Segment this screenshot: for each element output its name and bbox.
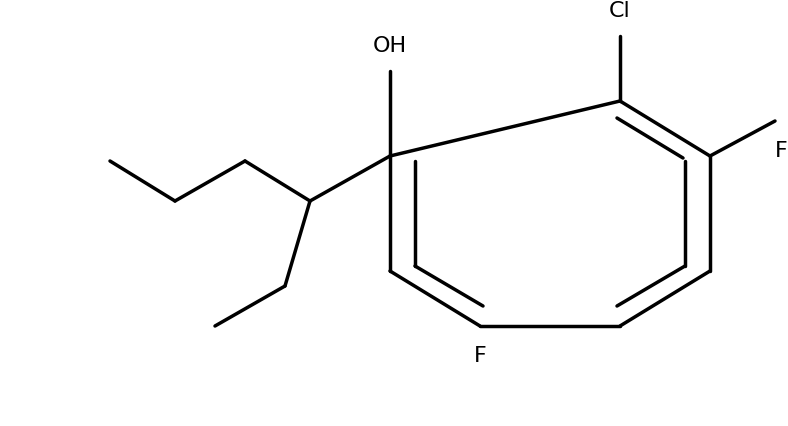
Text: OH: OH — [373, 36, 407, 56]
Text: Cl: Cl — [609, 1, 631, 21]
Text: F: F — [474, 346, 486, 366]
Text: F: F — [775, 141, 788, 161]
